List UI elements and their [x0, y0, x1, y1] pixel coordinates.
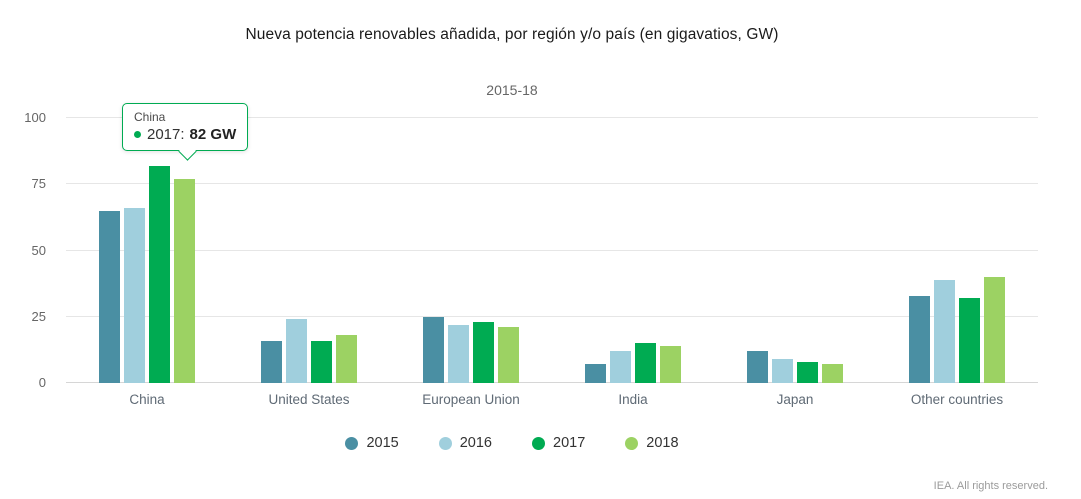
bar-group-other-countries — [909, 118, 1005, 383]
bar-2016-other-countries[interactable] — [934, 279, 955, 383]
y-tick-label-50: 50 — [31, 242, 46, 258]
bar-2016-china[interactable] — [123, 208, 145, 383]
bar-2015-other-countries[interactable] — [909, 295, 930, 383]
bar-2018-united-states[interactable] — [336, 335, 357, 383]
y-tick-label-25: 25 — [31, 308, 46, 324]
gridline-50 — [66, 249, 1038, 251]
tooltip: China 2017: 82 GW — [122, 103, 248, 161]
tooltip-series-dot — [134, 131, 141, 138]
bar-2017-european-union[interactable] — [473, 322, 494, 383]
bar-2015-united-states[interactable] — [261, 340, 282, 383]
gridline-0 — [66, 382, 1038, 383]
bar-2016-japan[interactable] — [772, 359, 793, 383]
legend-dot-2018 — [625, 436, 639, 450]
gridline-75 — [66, 183, 1038, 185]
bar-2015-india[interactable] — [585, 364, 606, 383]
tooltip-value: 82 GW — [189, 126, 237, 143]
y-tick-label-75: 75 — [31, 176, 46, 192]
bar-2017-united-states[interactable] — [311, 340, 332, 383]
bar-2017-india[interactable] — [635, 343, 656, 383]
x-label-european-union: European Union — [422, 392, 520, 407]
bar-2018-india[interactable] — [660, 345, 681, 383]
x-label-other-countries: Other countries — [910, 392, 1004, 407]
x-axis: China United States European Union India Jap… — [66, 392, 1038, 412]
bar-2018-european-union[interactable] — [498, 327, 519, 383]
bar-2015-japan[interactable] — [747, 351, 768, 383]
x-label-japan: Japan — [776, 392, 814, 407]
x-label-united-states: United States — [268, 392, 350, 407]
legend-dot-2015 — [345, 436, 359, 450]
bar-2017-china[interactable] — [148, 165, 170, 383]
bar-2017-other-countries[interactable] — [959, 298, 980, 383]
legend-item-2018[interactable]: 2018 — [625, 435, 679, 451]
x-label-china: China — [129, 392, 165, 407]
bar-2018-other-countries[interactable] — [984, 277, 1005, 383]
legend-item-2016[interactable]: 2016 — [438, 435, 492, 451]
tooltip-series-label: 2017: — [147, 126, 185, 143]
chart-subtitle: 2015-18 — [486, 82, 538, 98]
bar-2015-china[interactable] — [98, 210, 120, 383]
legend-label-2015: 2015 — [366, 435, 399, 451]
gridline-25 — [66, 315, 1038, 317]
legend-dot-2016 — [438, 436, 452, 450]
x-label-india: India — [618, 392, 648, 407]
legend-label-2018: 2018 — [646, 435, 679, 451]
bar-2018-japan[interactable] — [822, 364, 843, 383]
bar-2016-united-states[interactable] — [286, 319, 307, 383]
tooltip-category: China — [134, 110, 166, 124]
bar-2016-european-union[interactable] — [448, 324, 469, 383]
legend-item-2017[interactable]: 2017 — [532, 435, 585, 451]
plot-area — [66, 117, 1038, 383]
bar-group-china — [98, 118, 195, 383]
gridline-100 — [66, 117, 1038, 118]
legend-label-2017: 2017 — [553, 435, 586, 451]
bar-group-united-states — [261, 118, 357, 383]
legend-dot-2017 — [532, 436, 545, 450]
legend-label-2016: 2016 — [459, 435, 492, 451]
legend: 2015 2016 2017 2018 — [0, 435, 1024, 451]
tooltip-value-line: 2017: 82 GW — [134, 126, 247, 143]
bar-group-japan — [747, 118, 843, 383]
legend-item-2015[interactable]: 2015 — [345, 435, 399, 451]
bar-group-european-union — [423, 118, 519, 383]
copyright-credit: IEA. All rights reserved. — [933, 480, 1048, 492]
y-tick-label-100: 100 — [24, 110, 46, 125]
y-tick-label-0: 0 — [38, 375, 46, 390]
bar-group-india — [585, 118, 681, 383]
bar-2017-japan[interactable] — [797, 361, 818, 383]
chart-title: Nueva potencia renovables añadida, por r… — [245, 26, 779, 43]
bar-2015-european-union[interactable] — [423, 316, 444, 383]
y-axis: 0 25 50 75 100 — [0, 110, 56, 390]
bar-2018-china[interactable] — [173, 178, 195, 383]
bar-2016-india[interactable] — [610, 351, 631, 383]
